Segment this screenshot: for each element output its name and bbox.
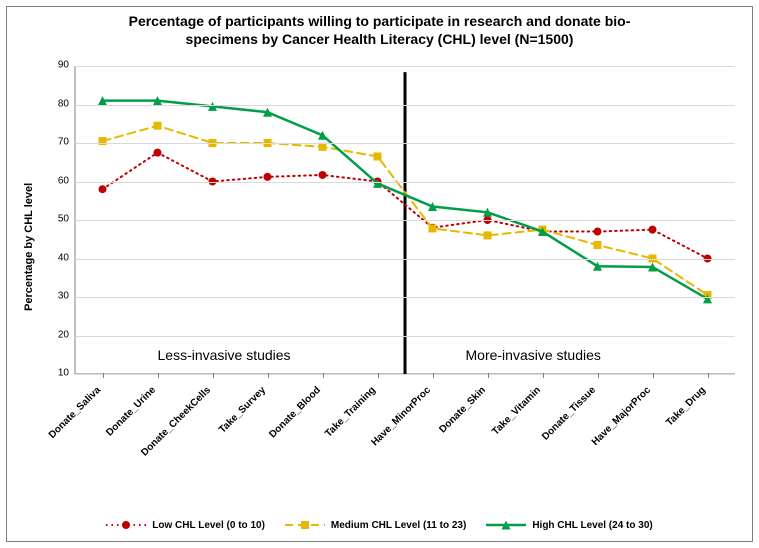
legend-item: Medium CHL Level (11 to 23)	[285, 518, 466, 532]
y-tick-label: 10	[49, 368, 69, 379]
gridline	[75, 336, 735, 337]
gridline	[75, 374, 735, 375]
y-tick-label: 80	[49, 98, 69, 109]
x-tick-mark	[158, 373, 159, 378]
x-tick-label: Take_Vitamin	[436, 385, 543, 492]
legend-label: High CHL Level (24 to 30)	[532, 520, 652, 531]
x-tick-label: Take_Training	[271, 385, 378, 492]
gridline	[75, 66, 735, 67]
y-tick-label: 30	[49, 291, 69, 302]
x-tick-label: Donate_Skin	[381, 385, 488, 492]
x-tick-label: Donate_Tissue	[491, 385, 598, 492]
x-tick-mark	[708, 373, 709, 378]
y-tick-label: 50	[49, 214, 69, 225]
x-tick-mark	[378, 373, 379, 378]
annotation: More-invasive studies	[466, 347, 601, 363]
gridline	[75, 143, 735, 144]
plot-area	[75, 65, 735, 374]
gridline	[75, 297, 735, 298]
y-tick-label: 20	[49, 329, 69, 340]
chart-frame: Percentage of participants willing to pa…	[6, 6, 753, 542]
x-tick-label: Donate_Saliva	[0, 385, 103, 492]
x-tick-mark	[598, 373, 599, 378]
chart-title-line2: specimens by Cancer Health Literacy (CHL…	[186, 31, 574, 47]
legend: Low CHL Level (0 to 10) Medium CHL Level …	[7, 518, 752, 535]
gridline	[75, 220, 735, 221]
x-tick-mark	[543, 373, 544, 378]
chart-title-line1: Percentage of participants willing to pa…	[129, 13, 631, 29]
x-tick-label: Donate_Urine	[51, 385, 158, 492]
y-tick-label: 60	[49, 175, 69, 186]
x-tick-label: Donate_CheekCells	[106, 385, 213, 492]
x-tick-mark	[653, 373, 654, 378]
x-tick-mark	[323, 373, 324, 378]
y-tick-label: 40	[49, 252, 69, 263]
x-tick-label: Take_Survey	[161, 385, 268, 492]
chart-title: Percentage of participants willing to pa…	[7, 13, 752, 48]
legend-item: High CHL Level (24 to 30)	[486, 518, 652, 532]
legend-label: Medium CHL Level (11 to 23)	[331, 520, 466, 531]
x-tick-mark	[488, 373, 489, 378]
legend-swatch	[486, 518, 526, 532]
y-tick-label: 90	[49, 60, 69, 71]
x-tick-label: Donate_Blood	[216, 385, 323, 492]
y-axis-label: Percentage by CHL level	[23, 183, 35, 311]
gridline	[75, 259, 735, 260]
x-tick-mark	[103, 373, 104, 378]
y-tick-label: 70	[49, 137, 69, 148]
gridline	[75, 182, 735, 183]
annotation: Less-invasive studies	[158, 347, 291, 363]
x-tick-label: Have_MinorProc	[326, 385, 433, 492]
legend-swatch	[106, 518, 146, 532]
x-tick-mark	[213, 373, 214, 378]
x-tick-label: Take_Drug	[601, 385, 708, 492]
x-tick-label: Have_MajorProc	[546, 385, 653, 492]
legend-swatch	[285, 518, 325, 532]
x-tick-mark	[433, 373, 434, 378]
x-tick-mark	[268, 373, 269, 378]
legend-item: Low CHL Level (0 to 10)	[106, 518, 265, 532]
gridline	[75, 105, 735, 106]
legend-label: Low CHL Level (0 to 10)	[152, 520, 265, 531]
